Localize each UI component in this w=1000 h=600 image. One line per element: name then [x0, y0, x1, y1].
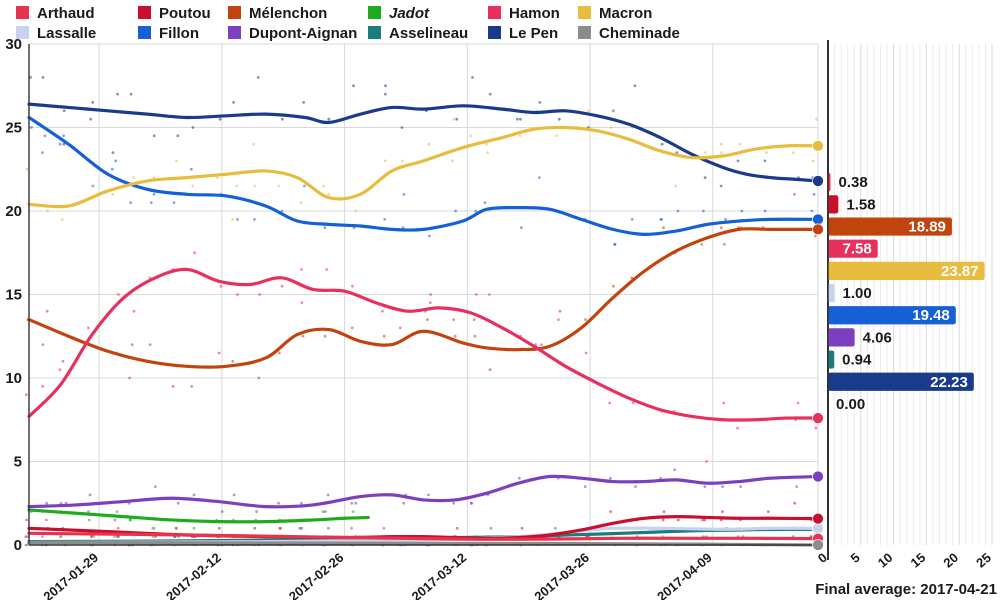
- svg-text:1.00: 1.00: [843, 285, 872, 302]
- svg-text:15: 15: [5, 287, 22, 304]
- svg-text:22.23: 22.23: [930, 374, 968, 391]
- svg-text:Fillon: Fillon: [159, 25, 199, 42]
- svg-text:0.94: 0.94: [842, 352, 872, 369]
- svg-text:Lassalle: Lassalle: [37, 25, 96, 42]
- svg-text:0.00: 0.00: [836, 396, 865, 413]
- svg-text:Macron: Macron: [599, 5, 652, 22]
- svg-text:Dupont-Aignan: Dupont-Aignan: [249, 25, 357, 42]
- svg-text:1.58: 1.58: [846, 196, 875, 213]
- svg-text:Jadot: Jadot: [389, 5, 430, 22]
- svg-text:20: 20: [5, 203, 22, 220]
- svg-text:Asselineau: Asselineau: [389, 25, 468, 42]
- svg-text:18.89: 18.89: [908, 219, 946, 236]
- svg-text:Hamon: Hamon: [509, 5, 560, 22]
- svg-text:4.06: 4.06: [863, 329, 892, 346]
- svg-text:Cheminade: Cheminade: [599, 25, 680, 42]
- svg-text:19.48: 19.48: [912, 307, 950, 324]
- svg-text:Mélenchon: Mélenchon: [249, 5, 327, 22]
- svg-text:Poutou: Poutou: [159, 5, 211, 22]
- svg-text:23.87: 23.87: [941, 263, 979, 280]
- svg-text:Arthaud: Arthaud: [37, 5, 95, 22]
- svg-text:5: 5: [14, 454, 22, 471]
- svg-text:0: 0: [14, 537, 22, 554]
- svg-text:7.58: 7.58: [843, 241, 872, 258]
- svg-text:10: 10: [5, 370, 22, 387]
- svg-text:Final average: 2017-04-21: Final average: 2017-04-21: [815, 581, 997, 598]
- svg-text:25: 25: [5, 120, 22, 137]
- svg-text:Le Pen: Le Pen: [509, 25, 558, 42]
- svg-text:0.38: 0.38: [838, 174, 867, 191]
